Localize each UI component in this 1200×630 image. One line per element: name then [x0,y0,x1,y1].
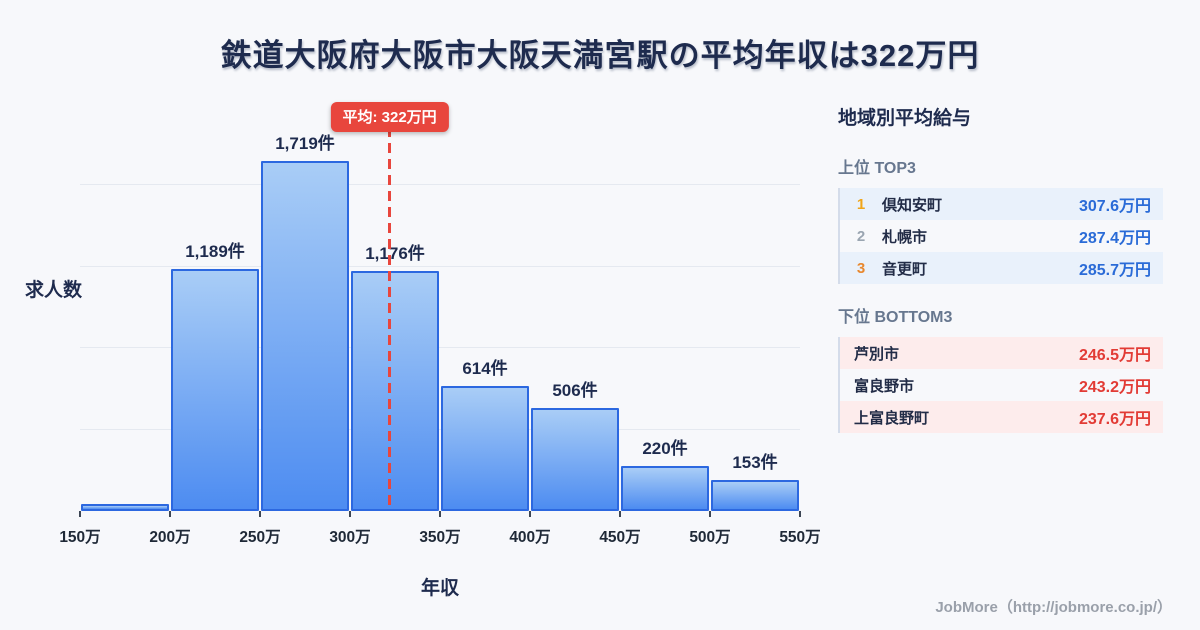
x-tick-label: 550万 [779,529,821,546]
rank-number: 3 [856,259,866,277]
x-tick-label: 200万 [149,529,191,546]
region-salary-value: 246.5万円 [1078,347,1151,364]
rank-row: 富良野市 243.2万円 [840,369,1163,401]
bar-slot: 1,176件 [350,130,440,511]
region-name: 芦別市 [854,345,900,363]
bar-value-label: 614件 [462,358,508,378]
region-salary-value: 285.7万円 [1078,262,1151,279]
histogram-bar [351,271,439,511]
bar-slot: 614件 [440,130,530,511]
region-salary-value: 243.2万円 [1078,379,1151,396]
histogram-bar [621,466,709,511]
bottom3-header: 下位 BOTTOM3 [838,309,953,326]
gridline [80,428,800,430]
rank-number: 2 [856,227,866,245]
region-name: 音更町 [882,260,928,278]
tick-mark [619,511,621,517]
x-axis-ticks: 150万 200万 250万 300万 350万 400万 450万 500万 550万 [59,511,821,551]
region-salary-value: 287.4万円 [1078,230,1151,247]
rank-number: 1 [856,195,866,213]
bottom3-table: 芦別市 246.5万円富良野市 243.2万円上富良野町 237.6万円 [838,337,1163,433]
histogram-bar [531,407,619,511]
histogram-bar [171,268,259,511]
panel-title: 地域別平均給与 [838,108,972,129]
bar-value-label: 1,189件 [185,241,245,261]
average-badge: 平均: 322万円 [330,102,449,132]
bar-value-label: 506件 [552,380,598,400]
x-tick-label: 150万 [59,529,101,546]
region-name: 上富良野町 [854,409,930,427]
bar-slot: 153件 [710,130,800,511]
gridline [80,184,800,186]
tick-mark [799,511,801,517]
bar-slot: 220件 [620,130,710,511]
bar-value-label: 220件 [642,439,688,459]
region-salary-value: 307.6万円 [1078,198,1151,215]
tick-mark [439,511,441,517]
bar-slot: 506件 [530,130,620,511]
footer-credit: JobMore（http://jobmore.co.jp/） [935,599,1172,616]
x-tick-label: 400万 [509,529,551,546]
tick-mark [169,511,171,517]
tick-mark [349,511,351,517]
histogram-bar [81,504,169,511]
x-tick-label: 500万 [689,529,731,546]
bar-value-label: 1,176件 [365,244,425,264]
region-name: 倶知安町 [882,196,943,214]
bar-slot [80,130,170,511]
histogram-bar [711,479,799,511]
bar-slot: 1,719件 [260,130,350,511]
tick-mark [529,511,531,517]
gridline [80,265,800,267]
region-name: 富良野市 [854,377,915,395]
top3-table: 1 倶知安町 307.6万円 2 札幌市 287.4万円 3 音更町 285.7万円 [838,188,1163,284]
rank-row: 2 札幌市 287.4万円 [840,220,1163,252]
bars-container: 1,189件 1,719件 1,176件 614件 506件 220件 153件 [80,130,800,511]
bar-slot: 1,189件 [170,130,260,511]
histogram-bar [261,160,349,511]
x-tick-label: 250万 [239,529,281,546]
rank-row: 1 倶知安町 307.6万円 [840,188,1163,220]
histogram-plot-area: 1,189件 1,719件 1,176件 614件 506件 220件 153件 [80,130,800,511]
rank-row: 3 音更町 285.7万円 [840,252,1163,284]
regional-salary-panel: 地域別平均給与 上位 TOP3 1 倶知安町 307.6万円 2 札幌市 287.4万円 3… [838,103,1163,452]
rank-row: 上富良野町 237.6万円 [840,401,1163,433]
x-tick-label: 300万 [329,529,371,546]
bar-value-label: 153件 [732,452,778,472]
tick-mark [259,511,261,517]
y-axis-label: 求人数 [25,280,83,301]
gridline [80,347,800,349]
x-tick-label: 450万 [599,529,641,546]
tick-mark [709,511,711,517]
average-line [388,127,392,511]
bar-value-label: 1,719件 [275,133,335,153]
page-title: 鉄道大阪府大阪市大阪天満宮駅の平均年収は322万円 [220,38,980,73]
rank-row: 芦別市 246.5万円 [840,337,1163,369]
region-name: 札幌市 [882,228,928,246]
region-salary-value: 237.6万円 [1078,411,1151,428]
histogram-bar [441,385,529,511]
x-tick-label: 350万 [419,529,461,546]
top3-header: 上位 TOP3 [838,160,916,177]
x-axis-label: 年収 [420,578,459,599]
tick-mark [79,511,81,517]
